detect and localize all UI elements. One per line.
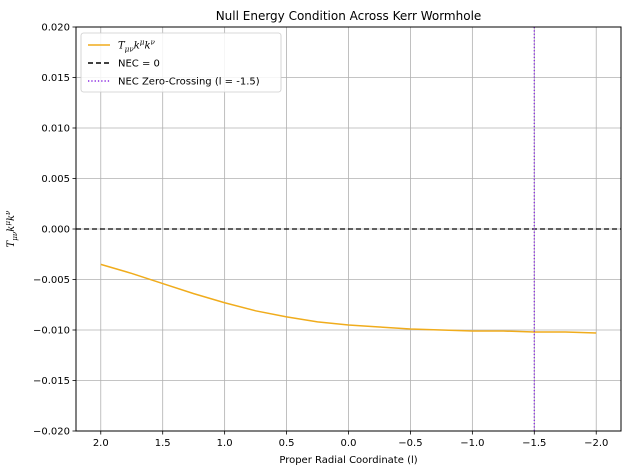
x-tick-label: −0.5: [398, 438, 422, 449]
chart-title: Null Energy Condition Across Kerr Wormho…: [216, 9, 482, 23]
legend-label: NEC Zero-Crossing (l = -1.5): [118, 77, 260, 88]
y-tick-label: −0.015: [33, 376, 70, 387]
legend-box: [80, 32, 282, 93]
plot-area: [76, 27, 621, 431]
y-tick-label: 0.005: [41, 174, 70, 185]
y-tick-label: −0.020: [33, 427, 70, 438]
ticks: 2.0 1.5 1.0 0.5 0.0 −0.5 −1.0 −1.5 −2.0 −0.020 −0.…: [33, 23, 608, 450]
y-axis-label: Tμνkμkν: [3, 210, 19, 248]
x-tick-label: 1.5: [155, 438, 171, 449]
y-tick-label: −0.005: [33, 275, 70, 286]
x-axis-label: Proper Radial Coordinate (l): [279, 455, 417, 466]
y-tick-label: 0.020: [41, 23, 70, 34]
x-tick-label: −2.0: [584, 438, 608, 449]
x-tick-label: 2.0: [93, 438, 109, 449]
y-tick-label: −0.010: [33, 326, 70, 337]
legend: Tμνkμkν NEC = 0 NEC Zero-Crossing (l = -1.…: [80, 32, 282, 93]
x-tick-label: 0.0: [341, 438, 357, 449]
legend-label: NEC = 0: [118, 59, 160, 70]
legend-label: Tμνkμkν: [118, 38, 156, 54]
x-tick-label: 0.5: [279, 438, 295, 449]
x-tick-label: −1.5: [522, 438, 546, 449]
y-tick-label: 0.010: [41, 124, 70, 135]
y-tick-label: 0.015: [41, 73, 70, 84]
y-tick-label: 0.000: [41, 225, 70, 236]
nec-curve-line: [100, 263, 597, 334]
x-tick-label: 1.0: [217, 438, 233, 449]
x-tick-label: −1.0: [460, 438, 484, 449]
